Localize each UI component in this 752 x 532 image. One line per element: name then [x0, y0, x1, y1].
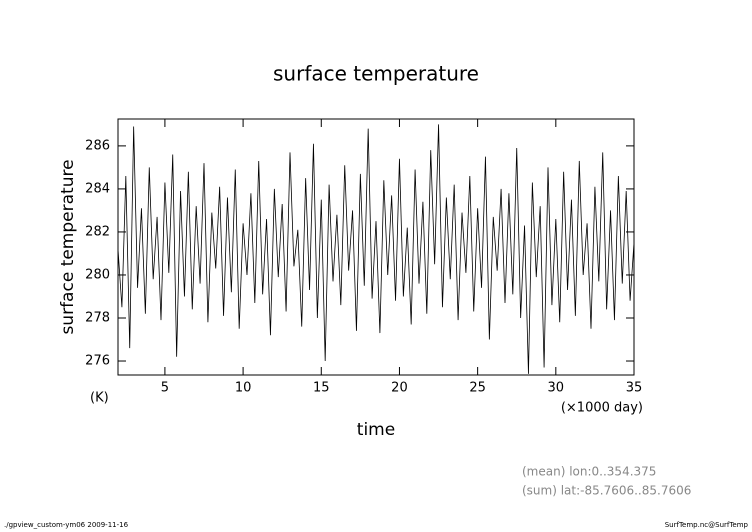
- x-tick-label: 5: [161, 381, 169, 396]
- y-tick-label: 286: [85, 138, 110, 153]
- x-tick-label: 30: [548, 381, 565, 396]
- y-unit: (K): [90, 391, 109, 406]
- y-tick-label: 282: [85, 224, 110, 239]
- chart-title: surface temperature: [273, 62, 479, 86]
- data-line: [117, 124, 635, 374]
- x-tick-label: 35: [626, 381, 643, 396]
- note: (sum) lat:-85.7606..85.7606: [522, 484, 691, 498]
- y-tick-label: 278: [85, 310, 110, 325]
- x-tick-label: 25: [469, 381, 486, 396]
- footer: SurfTemp.nc@SurfTemp: [665, 521, 749, 529]
- x-unit: (×1000 day): [561, 401, 643, 416]
- y-tick-label: 276: [85, 354, 110, 369]
- x-tick-label: 10: [235, 381, 252, 396]
- y-tick-label: 284: [85, 181, 110, 196]
- x-tick-label: 15: [313, 381, 330, 396]
- footer: ./gpview_custom-ym06 2009-11-16: [4, 521, 129, 529]
- x-axis-label: time: [357, 420, 395, 440]
- x-tick-label: 20: [391, 381, 408, 396]
- note: (mean) lon:0..354.375: [522, 465, 656, 479]
- y-axis-label: surface temperature: [58, 159, 78, 334]
- y-tick-label: 280: [85, 267, 110, 282]
